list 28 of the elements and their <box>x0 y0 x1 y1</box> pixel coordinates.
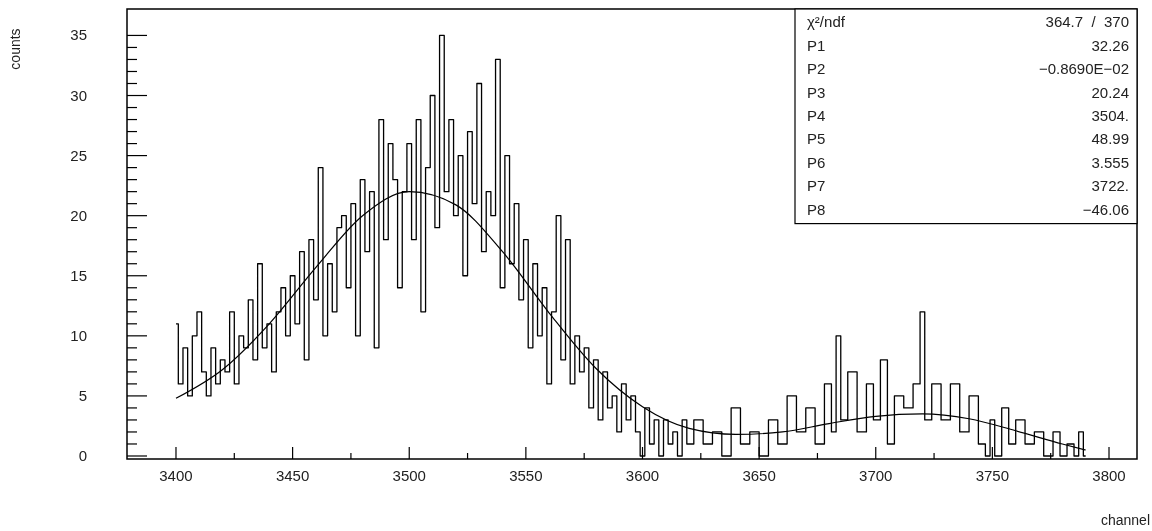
x-axis-title: channel <box>1100 512 1150 528</box>
x-tick-label: 3500 <box>392 467 426 484</box>
y-axis-title: counts <box>7 28 23 70</box>
y-tick-label: 5 <box>78 386 87 404</box>
text: P7 3722. <box>807 177 1129 195</box>
text: P1 32.26 <box>807 36 1129 54</box>
text: P3 20.24 <box>807 83 1129 101</box>
x-tick-label: 3650 <box>742 467 776 484</box>
x-tick-label: 3600 <box>625 467 660 484</box>
y-tick-label: 0 <box>78 447 87 464</box>
x-tick-label: 3550 <box>509 467 543 484</box>
y-tick-label: 20 <box>70 206 87 224</box>
y-tick-label: 15 <box>70 266 87 284</box>
text: P4 3504. <box>807 107 1129 124</box>
y-tick-label: 30 <box>70 86 87 104</box>
y-tick-label: 25 <box>70 146 87 164</box>
text: χ²/ndf 364.7 / 370 <box>807 13 1129 31</box>
text: P8 −46.06 <box>807 200 1129 218</box>
y-tick-label: 35 <box>70 26 87 44</box>
x-tick-label: 3750 <box>975 467 1010 484</box>
x-tick-label: 3700 <box>859 467 893 484</box>
y-tick-label: 10 <box>70 326 87 344</box>
text: P2 −0.8690E−02 <box>807 60 1129 78</box>
x-tick-label: 3450 <box>275 467 310 484</box>
x-tick-label: 3800 <box>1092 467 1126 484</box>
text: P5 48.99 <box>807 130 1129 148</box>
text: P6 3.555 <box>807 153 1129 171</box>
x-tick-label: 3400 <box>159 467 193 484</box>
